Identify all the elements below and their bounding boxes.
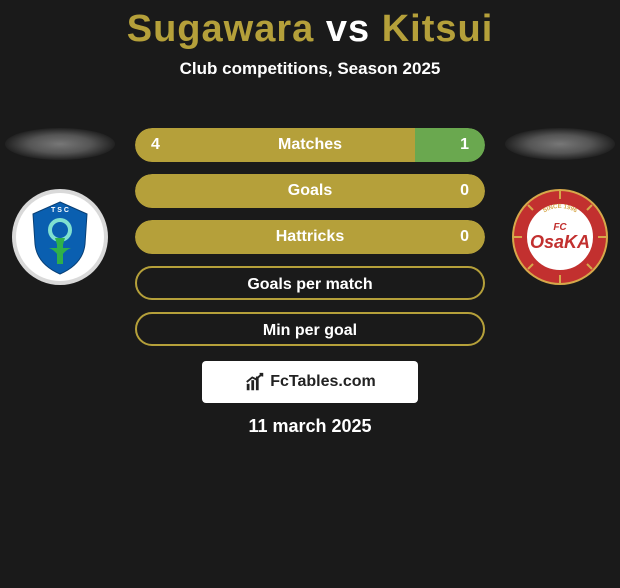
title-left: Sugawara [127, 8, 315, 50]
right-team-block: FC OsaKA SINCE 1996 [500, 128, 620, 286]
bar-row: Hattricks0 [135, 220, 485, 254]
right-shadow [505, 128, 615, 160]
bar-row: Matches4 1 [135, 128, 485, 162]
bar-label: Min per goal [137, 314, 483, 346]
left-team-crest: T S C [11, 188, 109, 286]
bar-row: Goals per match [135, 266, 485, 300]
svg-text:T S C: T S C [51, 207, 69, 214]
bar-label: Hattricks [135, 220, 485, 254]
bar-value-right: 0 [460, 220, 469, 254]
subtitle: Club competitions, Season 2025 [0, 59, 620, 79]
chart-icon [244, 371, 266, 393]
left-team-block: T S C [0, 128, 120, 286]
comparison-bars: Matches41Goals0Hattricks0Goals per match… [135, 128, 485, 358]
date-text: 11 march 2025 [0, 416, 620, 437]
bar-value-right: 1 [460, 128, 469, 162]
bar-value-right: 0 [460, 174, 469, 208]
brand-box: FcTables.com [202, 361, 418, 403]
bar-label: Goals per match [137, 268, 483, 300]
title-right: Kitsui [382, 8, 494, 50]
left-shadow [5, 128, 115, 160]
brand-text: FcTables.com [270, 373, 376, 391]
svg-text:OsaKA: OsaKA [530, 232, 590, 252]
bar-row: Goals0 [135, 174, 485, 208]
title-vs: vs [326, 8, 370, 50]
bar-value-left: 4 [151, 128, 160, 162]
bar-label: Matches [135, 128, 485, 162]
bar-row: Min per goal [135, 312, 485, 346]
bar-label: Goals [135, 174, 485, 208]
right-team-crest: FC OsaKA SINCE 1996 [511, 188, 609, 286]
page-title: Sugawara vs Kitsui [0, 8, 620, 51]
